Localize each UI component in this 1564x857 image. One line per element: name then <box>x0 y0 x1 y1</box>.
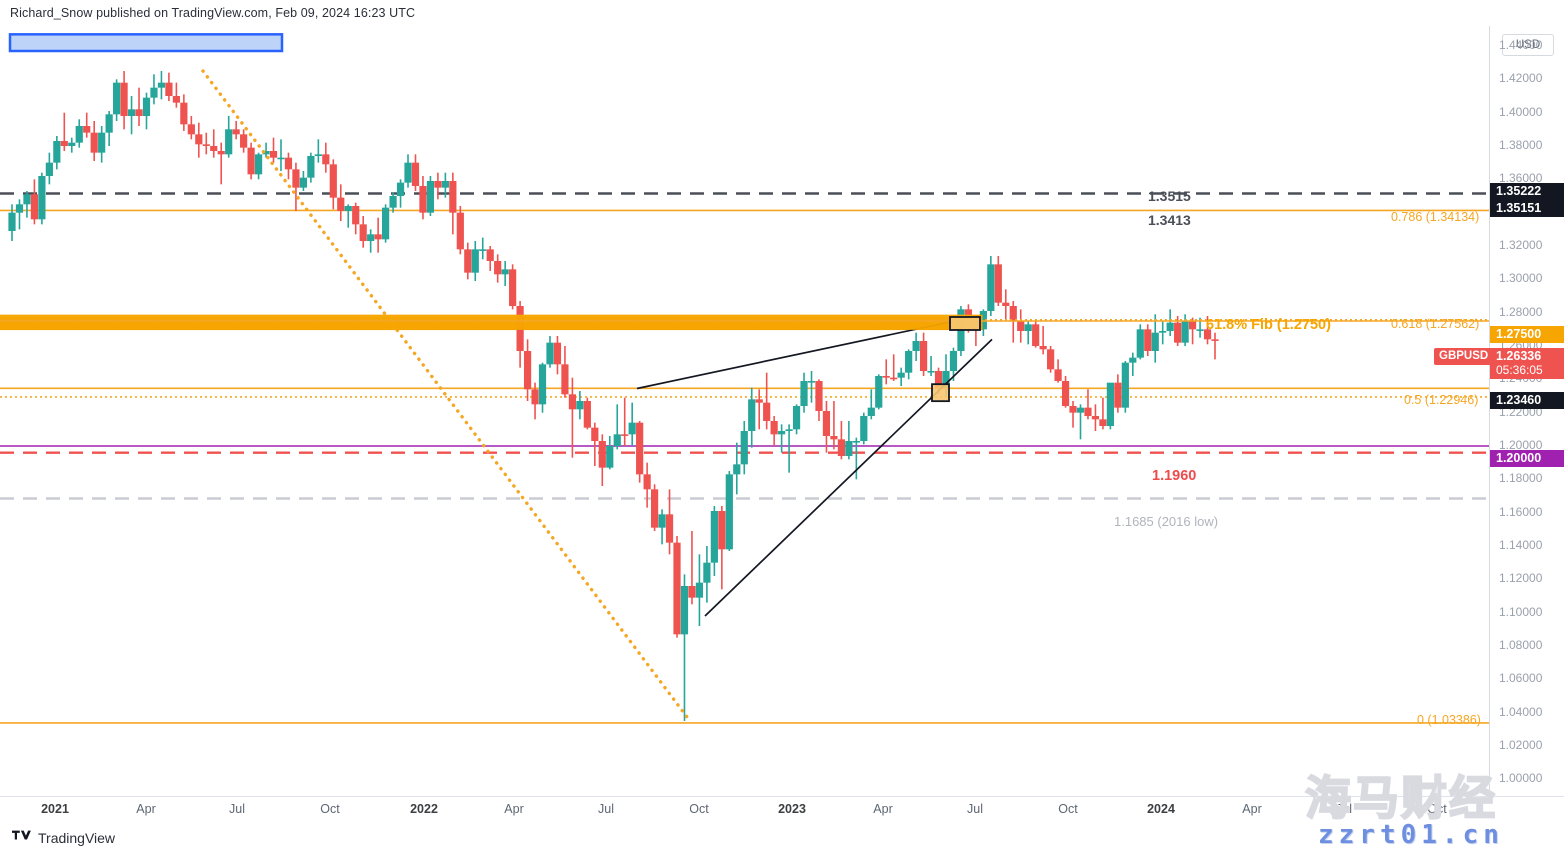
fib-618: 0.618 (1.27562) <box>1391 317 1480 331</box>
level-1-1960: 1.1960 <box>1152 468 1197 484</box>
price-tick: 1.00000 <box>1499 771 1543 786</box>
price-axis[interactable]: USD 1.44000 1.42000 1.40000 1.38000 1.36000 1… <box>1489 26 1564 796</box>
price-tick: 1.40000 <box>1499 104 1543 119</box>
time-tick-oct: Oct <box>1427 802 1447 816</box>
time-tick-oct: Oct <box>689 802 709 816</box>
price-tick: 1.20000 <box>1499 438 1543 452</box>
level-1-3413: 1.3413 <box>1148 212 1191 228</box>
fib-0: 0 (1.03386) <box>1417 713 1481 727</box>
price-tick: 1.12000 <box>1499 571 1543 586</box>
price-tick: 1.10000 <box>1499 604 1543 619</box>
time-axis[interactable]: 2021 Apr Jul Oct 2022 Apr Jul Oct 2023 Apr Jul Oct 2… <box>0 796 1564 825</box>
time-tick-oct: Oct <box>1058 802 1078 816</box>
time-tick-jul: Jul <box>229 802 245 816</box>
zone-supply-zone-blue <box>8 33 284 53</box>
bar-countdown: 05:36:05 <box>1496 363 1543 377</box>
price-highlight-1.35151[interactable]: 1.35151 <box>1490 200 1564 217</box>
price-tick: 1.28000 <box>1499 304 1543 319</box>
currency-chip[interactable]: USD <box>1502 34 1554 56</box>
drawing-anchor-0 <box>949 316 981 331</box>
tradingview-logo[interactable]: TradingView <box>12 830 115 846</box>
tradingview-logo-text: TradingView <box>38 830 116 846</box>
price-tick: 1.42000 <box>1499 71 1543 86</box>
price-highlight-1.20000[interactable]: 1.20000 <box>1490 450 1564 467</box>
symbol-badge[interactable]: GBPUSD <box>1434 348 1494 365</box>
time-tick-2021: 2021 <box>41 802 69 816</box>
price-tick: 1.14000 <box>1499 538 1543 552</box>
price-tick: 1.02000 <box>1499 738 1543 752</box>
price-tick: 1.08000 <box>1499 638 1543 652</box>
tradingview-mark-icon <box>12 830 32 846</box>
fib-786: 0.786 (1.34134) <box>1391 210 1480 224</box>
price-highlight-1.23460[interactable]: 1.23460 <box>1490 392 1564 409</box>
price-tick: 1.30000 <box>1499 271 1543 286</box>
fib-618-band <box>0 314 1489 330</box>
price-tick: 1.44000 <box>1499 38 1543 52</box>
time-tick-jul: Jul <box>598 802 614 816</box>
price-tick: 1.36000 <box>1499 171 1543 186</box>
time-tick-apr: Apr <box>873 802 893 816</box>
trendline-descending-dotted-orange <box>201 69 692 723</box>
time-tick-2023: 2023 <box>778 802 806 816</box>
price-highlight-1.35222[interactable]: 1.35222 <box>1490 183 1564 200</box>
live-quote-price: 1.26336 <box>1496 349 1542 363</box>
trendline-wedge-lower <box>704 338 993 617</box>
time-tick-apr: Apr <box>504 802 524 816</box>
price-tick: 1.04000 <box>1499 704 1543 719</box>
price-tick: 1.06000 <box>1499 671 1543 686</box>
price-tick: 1.32000 <box>1499 238 1543 252</box>
candlestick-canvas <box>0 33 1489 724</box>
time-tick-2024: 2024 <box>1147 802 1175 816</box>
chart-plot-area[interactable]: 1.3515 1.3413 0.786 (1.34134) 61.8% Fib (1.… <box>0 26 1489 796</box>
time-tick-apr: Apr <box>1242 802 1262 816</box>
price-tick: 1.18000 <box>1499 471 1543 486</box>
fib-500: 0.5 (1.22946) <box>1404 393 1479 407</box>
time-tick-apr: Apr <box>136 802 156 816</box>
fib-618-main: 61.8% Fib (1.2750) <box>1206 317 1331 333</box>
time-tick-2022: 2022 <box>410 802 438 816</box>
chart-footer: TradingView <box>0 824 1564 857</box>
level-1-3515: 1.3515 <box>1148 188 1191 204</box>
drawing-anchor-1 <box>931 383 950 403</box>
live-quote-label[interactable]: 1.26336 05:36:05 <box>1490 348 1564 379</box>
time-tick-jul: Jul <box>1336 802 1352 816</box>
publication-line: Richard_Snow published on TradingView.co… <box>10 6 416 20</box>
price-tick: 1.16000 <box>1499 504 1543 519</box>
price-tick: 1.38000 <box>1499 138 1543 152</box>
time-tick-oct: Oct <box>320 802 340 816</box>
candles <box>8 71 1219 721</box>
time-tick-jul: Jul <box>967 802 983 816</box>
price-highlight-1.27500[interactable]: 1.27500 <box>1490 326 1564 343</box>
level-2016-low: 1.1685 (2016 low) <box>1114 514 1219 529</box>
